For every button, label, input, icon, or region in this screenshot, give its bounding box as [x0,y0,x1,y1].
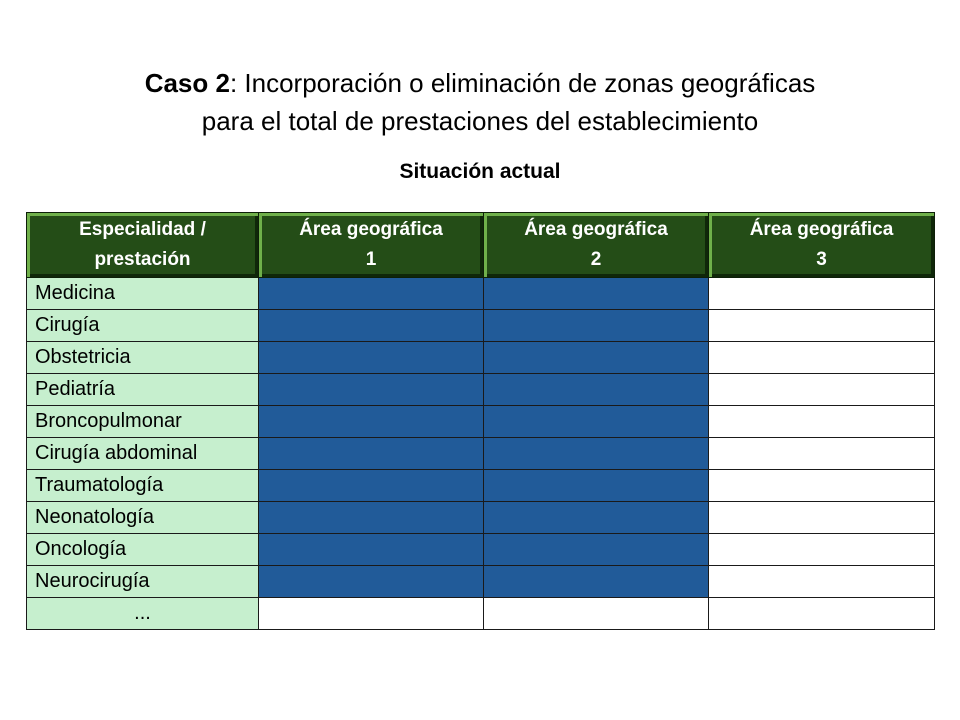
table-caption: Situación actual [399,160,561,183]
table-row: ... [26,597,935,630]
row-label: Cirugía abdominal [26,437,259,470]
area-1-cell [258,437,484,470]
row-label: Neurocirugía [26,565,259,598]
area-2-cell [483,341,709,374]
area-3-cell [708,405,935,438]
area-1-cell [258,405,484,438]
row-label: ... [26,597,259,630]
row-label: Cirugía [26,309,259,342]
row-label: Medicina [26,277,259,310]
area-2-cell [483,501,709,534]
header-area-2-line-1: Área geográfica [524,219,668,240]
header-specialty: Especialidad / prestación [26,212,259,278]
header-area-2: Área geográfica 2 [483,212,709,278]
area-3-cell [708,533,935,566]
area-2-cell [483,277,709,310]
header-specialty-line-2: prestación [94,249,191,270]
area-1-cell [258,501,484,534]
area-3-cell [708,277,935,310]
table-body: Medicina Cirugía Obstetricia Pediatría Bronc… [26,277,935,630]
area-3-cell [708,469,935,502]
coverage-table: Especialidad / prestación Área geográfic… [26,212,935,630]
table-row: Neonatología [26,501,935,534]
slide-title: Caso 2: Incorporación o eliminación de z… [0,64,960,140]
area-2-cell [483,309,709,342]
row-label: Broncopulmonar [26,405,259,438]
area-1-cell [258,597,484,630]
header-area-3-line-1: Área geográfica [749,219,894,240]
area-1-cell [258,309,484,342]
area-2-cell [483,437,709,470]
table-row: Obstetricia [26,341,935,374]
header-row: Especialidad / prestación Área geográfic… [26,212,935,278]
area-3-cell [708,373,935,406]
area-2-cell [483,565,709,598]
area-2-cell [483,469,709,502]
row-label: Traumatología [26,469,259,502]
area-1-cell [258,533,484,566]
table-row: Neurocirugía [26,565,935,598]
area-2-cell [483,533,709,566]
area-1-cell [258,373,484,406]
area-1-cell [258,341,484,374]
header-area-1-line-1: Área geográfica [299,219,443,240]
row-label: Oncología [26,533,259,566]
area-1-cell [258,277,484,310]
header-area-2-line-2: 2 [590,249,602,270]
area-3-cell [708,437,935,470]
area-3-cell [708,309,935,342]
table-row: Broncopulmonar [26,405,935,438]
row-label: Neonatología [26,501,259,534]
area-1-cell [258,565,484,598]
slide-title-line-2: para el total de prestaciones del establ… [201,106,759,136]
table-row: Pediatría [26,373,935,406]
area-3-cell [708,341,935,374]
area-2-cell [483,405,709,438]
area-2-cell [483,373,709,406]
case-label: Caso 2 [144,68,230,98]
row-label: Obstetricia [26,341,259,374]
table-row: Cirugía abdominal [26,437,935,470]
table-row: Oncología [26,533,935,566]
area-3-cell [708,501,935,534]
header-area-3: Área geográfica 3 [708,212,935,278]
table-row: Traumatología [26,469,935,502]
area-3-cell [708,597,935,630]
table-row: Medicina [26,277,935,310]
header-area-1: Área geográfica 1 [258,212,484,278]
title-text: : Incorporación o eliminación de zonas g… [229,68,816,98]
area-1-cell [258,469,484,502]
header-area-3-line-2: 3 [816,249,827,270]
area-2-cell [483,597,709,630]
table-row: Cirugía [26,309,935,342]
row-label: Pediatría [26,373,259,406]
area-3-cell [708,565,935,598]
slide-title-line-1: Caso 2: Incorporación o eliminación de z… [0,64,960,102]
header-specialty-line-1: Especialidad / [79,219,206,240]
header-area-1-line-2: 1 [365,249,377,270]
